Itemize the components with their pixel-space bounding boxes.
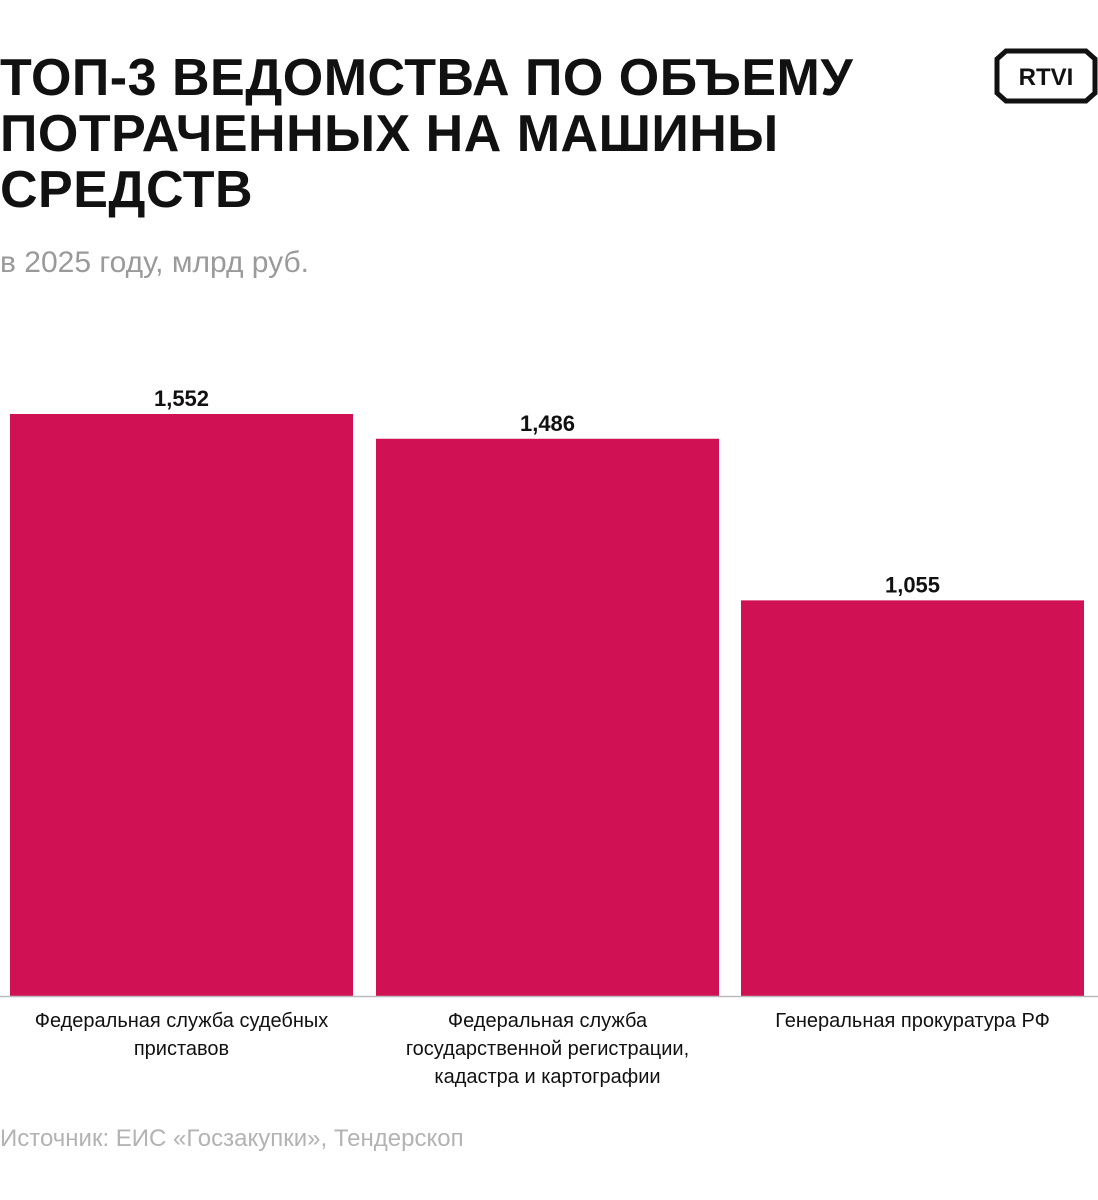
source-note: Источник: ЕИС «Госзакупки», Тендерскоп [0, 1125, 464, 1152]
bar-2 [376, 438, 719, 996]
category-label-1: Федеральная служба судебных приставов [35, 1010, 329, 1060]
category-label-1-line-2: приставов [134, 1038, 229, 1060]
category-label-2-line-3: кадастра и картографии [434, 1066, 660, 1088]
category-label-1-line-1: Федеральная служба судебных [35, 1010, 329, 1032]
category-label-2-line-1: Федеральная служба [448, 1010, 648, 1032]
bar-value-label-2: 1,486 [520, 411, 575, 436]
bar-1 [10, 414, 353, 996]
category-label-3-line-1: Генеральная прокуратура РФ [775, 1010, 1050, 1032]
category-label-3: Генеральная прокуратура РФ [775, 1010, 1050, 1032]
rtvi-logo-text: RTVI [1019, 64, 1074, 91]
chart-subtitle: в 2025 году, млрд руб. [0, 246, 309, 279]
category-label-2: Федеральная служба государственной регист… [406, 1010, 689, 1088]
rtvi-logo: RTVI [994, 48, 1098, 104]
bar-value-label-1: 1,552 [154, 386, 209, 411]
rtvi-logo-frame [994, 48, 1098, 104]
category-label-2-line-2: государственной регистрации, [406, 1038, 689, 1060]
bar-value-label-3: 1,055 [885, 572, 940, 597]
chart-title: ТОП-3 ВЕДОМСТВА ПО ОБЪЕМУ ПОТРАЧЕННЫХ НА… [0, 49, 854, 219]
bar-3 [741, 600, 1084, 996]
